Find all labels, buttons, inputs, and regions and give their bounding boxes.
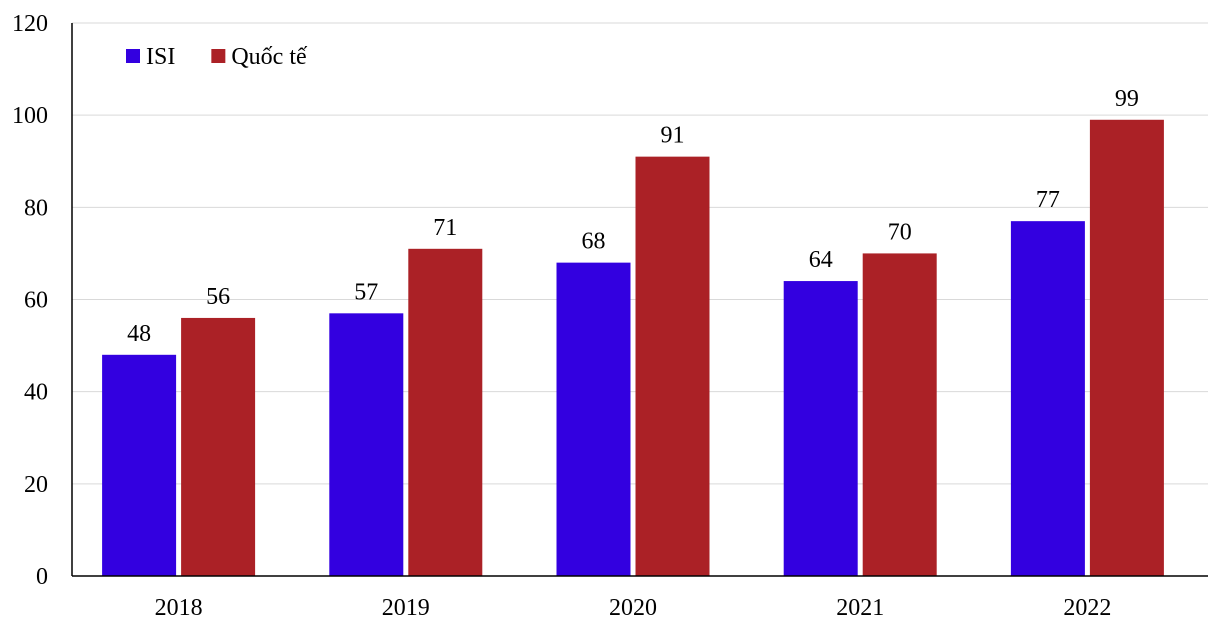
- y-axis-ticks: 0 20 40 60 80 100 120: [12, 11, 48, 590]
- bar-quốc-tế-2018: [181, 317, 256, 576]
- legend: ISI Quốc tế: [126, 44, 308, 70]
- y-tick-label-100: 100: [12, 103, 48, 129]
- x-axis-ticks: 2018 2019 2020 2021 2022: [155, 595, 1112, 621]
- bar-quốc-tế-2019: [408, 248, 483, 576]
- data-label-quốc-tế-2021: 70: [888, 219, 912, 245]
- data-label-quốc-tế-2018: 56: [206, 284, 230, 310]
- legend-label-quốc-tế: Quốc tế: [231, 44, 308, 70]
- x-tick-label-2018: 2018: [155, 595, 203, 621]
- bar-isi-2021: [783, 281, 858, 576]
- bar-quốc-tế-2021: [862, 253, 937, 576]
- y-tick-label-80: 80: [24, 195, 48, 221]
- data-label-isi-2020: 68: [582, 229, 606, 255]
- data-label-quốc-tế-2020: 91: [661, 123, 685, 149]
- data-label-isi-2018: 48: [127, 321, 151, 347]
- bar-isi-2022: [1010, 221, 1085, 577]
- y-tick-label-60: 60: [24, 288, 48, 314]
- bars: [102, 119, 1164, 577]
- bar-isi-2019: [329, 313, 404, 576]
- x-tick-label-2020: 2020: [609, 595, 657, 621]
- y-tick-label-20: 20: [24, 472, 48, 498]
- y-tick-label-120: 120: [12, 11, 48, 37]
- x-tick-label-2021: 2021: [836, 595, 884, 621]
- data-label-isi-2021: 64: [809, 247, 833, 273]
- legend-swatch-quốc-tế: [211, 49, 226, 63]
- data-labels: 48 56 57 71 68 91 64 70 77 99: [127, 86, 1139, 347]
- bar-isi-2018: [102, 354, 177, 576]
- legend-label-isi: ISI: [146, 44, 175, 70]
- data-label-isi-2019: 57: [354, 279, 378, 305]
- data-label-isi-2022: 77: [1036, 187, 1060, 213]
- data-label-quốc-tế-2019: 71: [433, 215, 457, 241]
- x-tick-label-2022: 2022: [1063, 595, 1111, 621]
- data-label-quốc-tế-2022: 99: [1115, 86, 1139, 112]
- bar-isi-2020: [556, 262, 631, 576]
- y-tick-label-40: 40: [24, 380, 48, 406]
- legend-swatch-isi: [126, 49, 140, 63]
- axes: [71, 23, 1208, 577]
- bar-quốc-tế-2020: [635, 156, 710, 576]
- y-tick-label-0: 0: [36, 564, 48, 590]
- x-tick-label-2019: 2019: [382, 595, 430, 621]
- bar-quốc-tế-2022: [1089, 119, 1164, 577]
